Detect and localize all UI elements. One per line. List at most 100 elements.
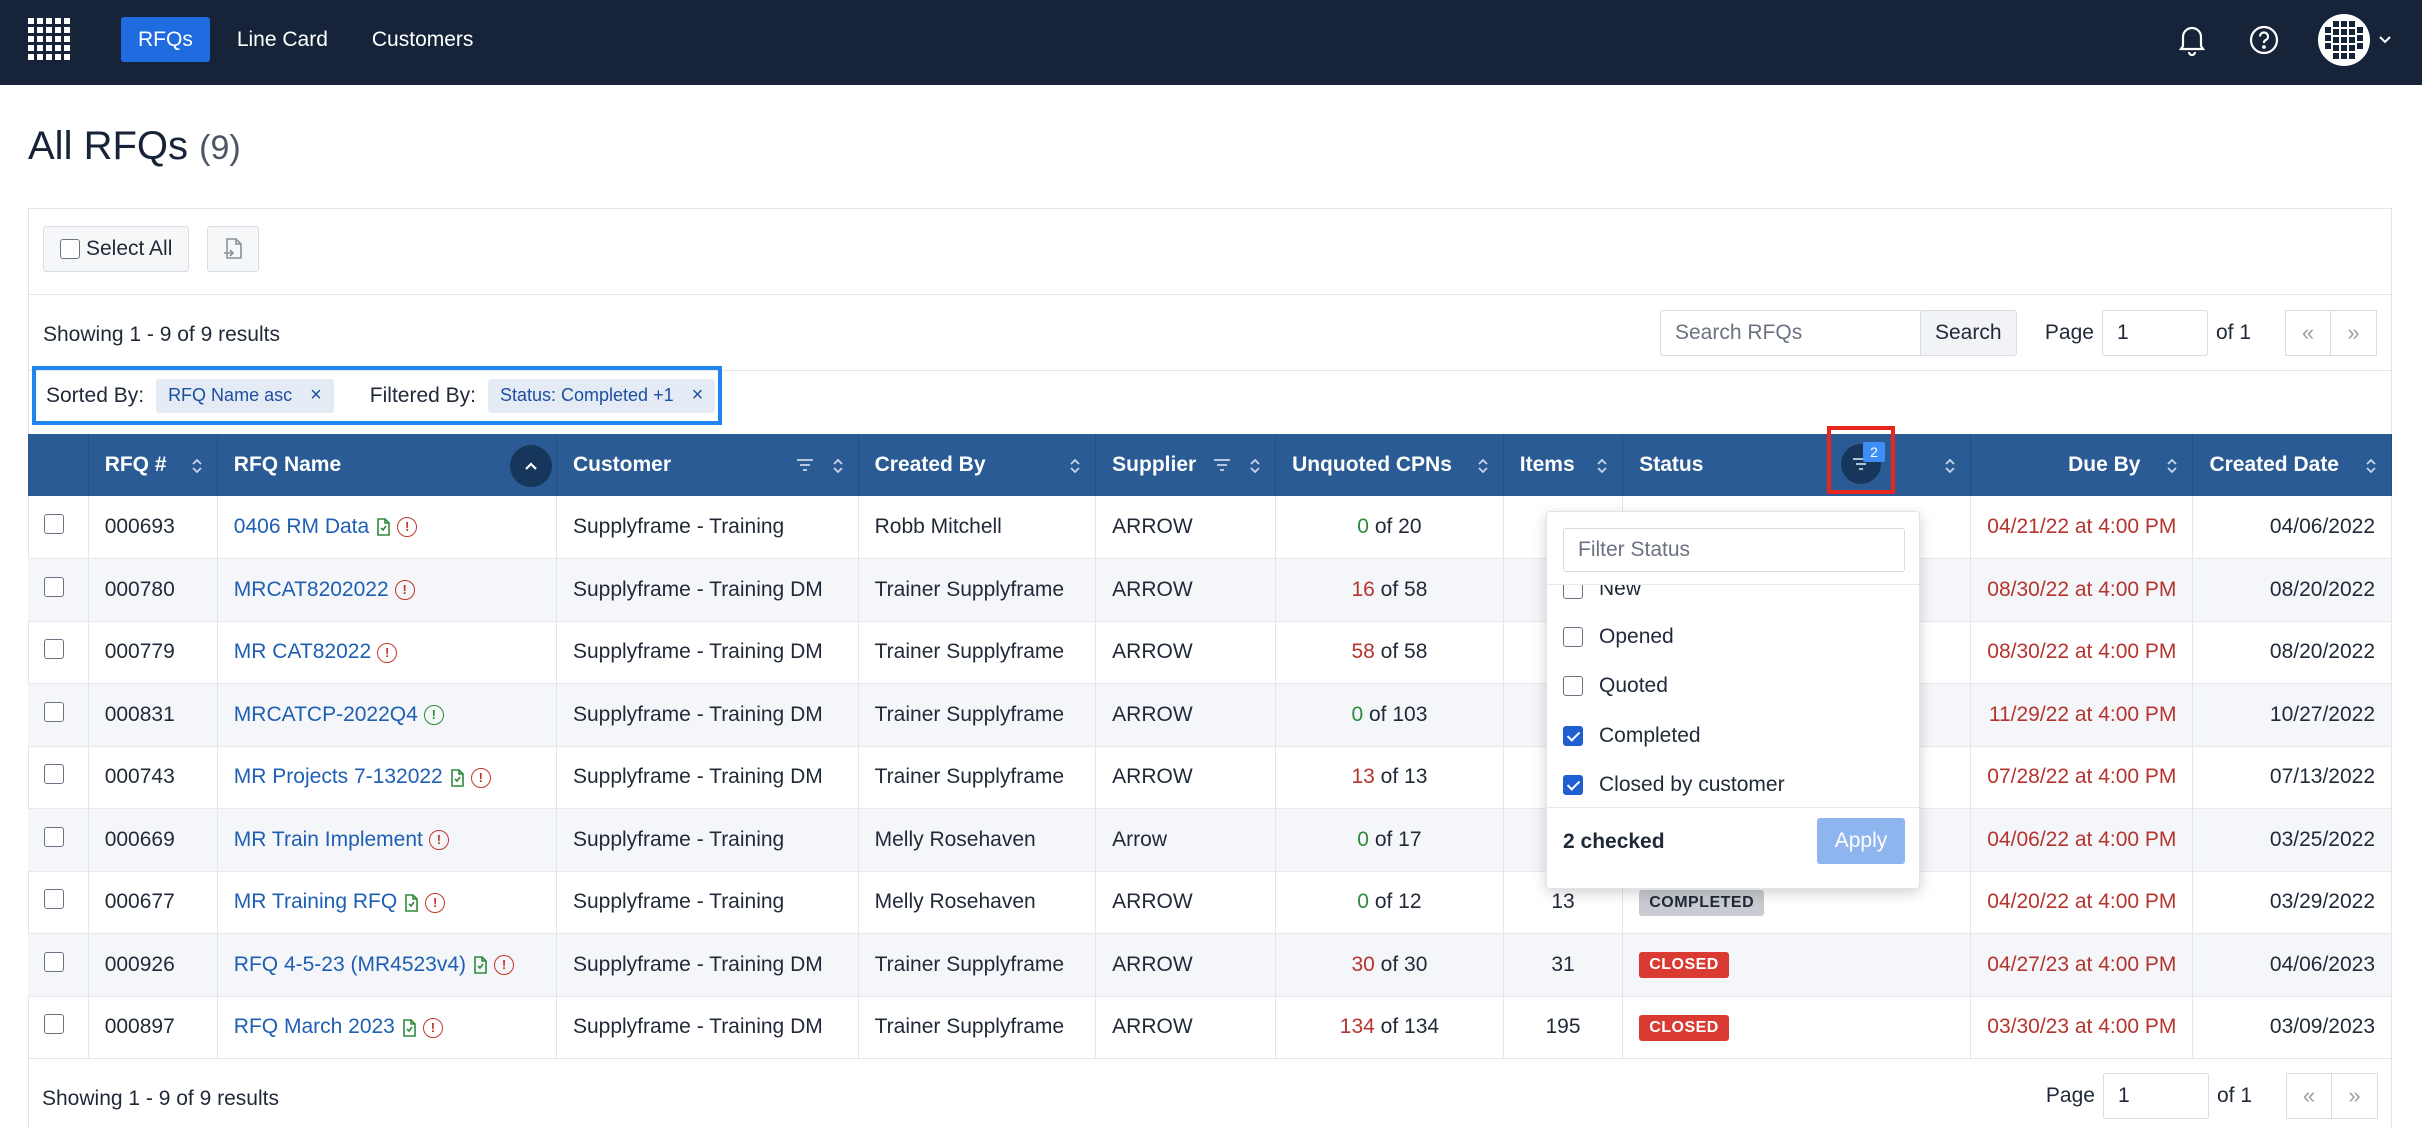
filter-chip[interactable]: Status: Completed +1 × xyxy=(487,378,716,413)
sort-icon[interactable] xyxy=(191,457,203,475)
table-row[interactable]: 000897 RFQ March 2023! Supplyframe - Train… xyxy=(28,996,2392,1059)
status-option-completed[interactable]: Completed xyxy=(1563,724,1701,748)
header-customer[interactable]: Customer xyxy=(556,434,859,496)
info-icon[interactable]: ! xyxy=(470,767,491,788)
status-option-quoted[interactable]: Quoted xyxy=(1563,674,1668,698)
nav-link-line-card[interactable]: Line Card xyxy=(236,27,328,51)
status-filter-icon[interactable] xyxy=(1841,444,1881,484)
row-checkbox[interactable] xyxy=(44,1014,64,1035)
status-option-new[interactable]: New xyxy=(1563,585,1641,601)
row-checkbox[interactable] xyxy=(44,514,64,534)
status-option-list[interactable]: New Opened Quoted Completed Closed by cu… xyxy=(1547,584,1919,808)
sort-icon[interactable] xyxy=(832,457,844,475)
sort-icon[interactable] xyxy=(2365,457,2377,475)
row-checkbox[interactable] xyxy=(44,951,64,972)
next-page-button[interactable]: » xyxy=(2331,310,2377,356)
rfq-name-link[interactable]: MRCATCP-2022Q4 xyxy=(233,702,418,726)
info-icon[interactable]: ! xyxy=(423,705,444,726)
attachment-icon[interactable] xyxy=(449,768,465,788)
rfq-name-link[interactable]: RFQ March 2023 xyxy=(233,1015,395,1039)
chevron-down-icon[interactable] xyxy=(2378,35,2392,45)
header-created-date[interactable]: Created Date xyxy=(2192,434,2392,496)
prev-page-button-bottom[interactable]: « xyxy=(2286,1073,2332,1119)
info-icon[interactable]: ! xyxy=(428,830,449,851)
sort-icon[interactable] xyxy=(1477,457,1489,475)
sort-icon[interactable] xyxy=(1944,457,1956,475)
row-checkbox[interactable] xyxy=(44,639,64,660)
row-checkbox[interactable] xyxy=(44,826,64,847)
prev-page-button[interactable]: « xyxy=(2285,310,2331,356)
status-option-checkbox[interactable] xyxy=(1563,775,1583,795)
rfq-name-link[interactable]: RFQ 4-5-23 (MR4523v4) xyxy=(233,952,467,976)
sort-icon[interactable] xyxy=(1069,457,1081,475)
filter-status-input[interactable] xyxy=(1563,528,1905,572)
sort-chip[interactable]: RFQ Name asc × xyxy=(156,378,334,413)
info-icon[interactable]: ! xyxy=(422,1017,443,1038)
select-all-button[interactable]: Select All xyxy=(43,226,190,272)
status-option-checkbox[interactable] xyxy=(1563,676,1583,696)
info-icon[interactable]: ! xyxy=(397,517,418,538)
row-checkbox[interactable] xyxy=(44,764,64,785)
sort-icon[interactable] xyxy=(1249,457,1261,475)
attachment-icon[interactable] xyxy=(472,955,488,975)
table-row[interactable]: 000743 MR Projects 7-132022! Supplyframe -… xyxy=(28,746,2392,809)
status-option-checkbox[interactable] xyxy=(1563,726,1583,746)
status-option-opened[interactable]: Opened xyxy=(1563,625,1674,649)
header-items[interactable]: Items xyxy=(1503,434,1624,496)
table-row[interactable]: 000779 MR CAT82022! Supplyframe - Training… xyxy=(28,621,2392,684)
export-button[interactable] xyxy=(207,226,259,272)
filter-icon[interactable] xyxy=(1213,458,1231,472)
sort-asc-icon[interactable] xyxy=(509,445,552,487)
row-checkbox[interactable] xyxy=(44,701,64,722)
row-checkbox[interactable] xyxy=(44,889,64,910)
info-icon[interactable]: ! xyxy=(377,642,398,663)
status-option-checkbox[interactable] xyxy=(1563,627,1583,647)
status-option-checkbox[interactable] xyxy=(1563,585,1583,599)
rfq-name-link[interactable]: MR Train Implement xyxy=(233,827,423,851)
sort-chip-close-icon[interactable]: × xyxy=(310,384,322,406)
sort-icon[interactable] xyxy=(2166,457,2178,475)
header-rfq-name[interactable]: RFQ Name xyxy=(217,434,557,496)
header-supplier[interactable]: Supplier xyxy=(1095,434,1277,496)
app-logo-icon[interactable] xyxy=(26,16,78,64)
table-row[interactable]: 000677 MR Training RFQ! Supplyframe - Trai… xyxy=(28,871,2392,934)
bell-icon[interactable] xyxy=(2174,22,2210,58)
user-menu[interactable] xyxy=(2318,14,2392,66)
header-created-by[interactable]: Created By xyxy=(858,434,1097,496)
status-filter-button[interactable]: 2 xyxy=(1827,426,1895,494)
search-button[interactable]: Search xyxy=(1920,310,2017,356)
rfq-name-link[interactable]: MR Training RFQ xyxy=(233,890,398,914)
table-row[interactable]: 000831 MRCATCP-2022Q4! Supplyframe - Train… xyxy=(28,683,2392,747)
info-icon[interactable]: ! xyxy=(394,580,415,601)
filter-icon[interactable] xyxy=(796,458,814,472)
page-input[interactable] xyxy=(2101,310,2208,356)
rfq-name-link[interactable]: MR Projects 7-132022 xyxy=(233,765,443,789)
attachment-icon[interactable] xyxy=(375,517,391,537)
header-unquoted-cpns[interactable]: Unquoted CPNs xyxy=(1275,434,1504,496)
apply-button[interactable]: Apply xyxy=(1817,818,1905,864)
header-rfq-number[interactable]: RFQ # xyxy=(88,434,218,496)
sort-icon[interactable] xyxy=(1596,457,1608,475)
next-page-button-bottom[interactable]: » xyxy=(2332,1073,2378,1119)
table-row[interactable]: 000669 MR Train Implement! Supplyframe - T… xyxy=(28,808,2392,872)
page-input-bottom[interactable] xyxy=(2102,1073,2209,1119)
search-input[interactable] xyxy=(1660,310,1920,356)
rfq-name-link[interactable]: 0406 RM Data xyxy=(233,515,370,538)
filter-chip-close-icon[interactable]: × xyxy=(691,384,704,406)
help-icon[interactable] xyxy=(2246,22,2282,58)
select-all-checkbox[interactable] xyxy=(60,239,80,259)
attachment-icon[interactable] xyxy=(403,893,419,913)
status-option-closed-by-customer[interactable]: Closed by customer xyxy=(1563,773,1785,797)
info-icon[interactable]: ! xyxy=(494,955,515,976)
rfq-name-link[interactable]: MRCAT8202022 xyxy=(233,577,389,601)
info-icon[interactable]: ! xyxy=(425,892,446,913)
header-due-by[interactable]: Due By xyxy=(1970,434,2194,496)
table-row[interactable]: 000693 0406 RM Data! Supplyframe - Trainin… xyxy=(28,496,2392,559)
row-checkbox[interactable] xyxy=(44,576,64,597)
nav-link-rfqs[interactable]: RFQs xyxy=(121,17,210,62)
table-row[interactable]: 000780 MRCAT8202022! Supplyframe - Trainin… xyxy=(28,558,2392,622)
table-row[interactable]: 000926 RFQ 4-5-23 (MR4523v4)! Supplyframe … xyxy=(28,933,2392,997)
header-status[interactable]: Status xyxy=(1622,434,1972,496)
avatar[interactable] xyxy=(2318,14,2370,66)
rfq-name-link[interactable]: MR CAT82022 xyxy=(233,640,372,664)
